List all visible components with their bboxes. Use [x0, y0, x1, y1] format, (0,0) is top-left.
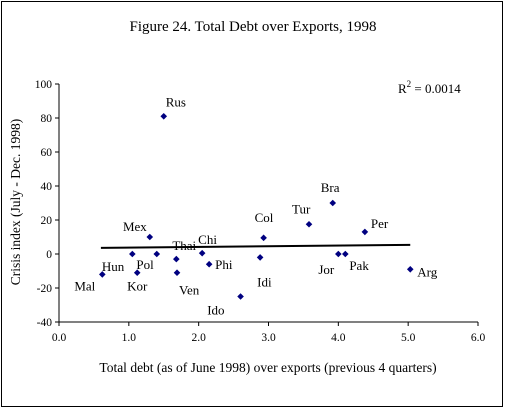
- point-label-mal: Mal: [74, 278, 95, 293]
- point-label-pak: Pak: [349, 258, 369, 273]
- point-label-hun: Hun: [102, 259, 125, 274]
- y-tick-label: 40: [41, 181, 53, 193]
- data-point-thai: [173, 255, 180, 263]
- x-tick-labels: 0.0 1.0 2.0 3.0 4.0 5.0 6.0: [52, 332, 486, 344]
- data-point-hun: [129, 250, 136, 258]
- trendline: [100, 243, 411, 249]
- x-tick-label: 6.0: [471, 332, 486, 344]
- data-point-rus: [160, 113, 168, 120]
- point-label-rus: Rus: [166, 94, 186, 109]
- y-tick-labels: -40 -20 0 20 40 60 80 100: [35, 79, 53, 329]
- r-squared-symbol: R: [398, 81, 407, 96]
- x-axis-ticks: [58, 322, 479, 326]
- point-label-tur: Tur: [292, 201, 311, 216]
- x-tick-label: 3.0: [261, 332, 276, 344]
- y-tick-label: 20: [41, 215, 53, 227]
- x-tick-label: 0.0: [52, 332, 67, 344]
- data-point-pol: [153, 250, 161, 258]
- point-label-phi: Phi: [215, 257, 233, 272]
- data-point-kor: [133, 269, 141, 276]
- point-label-per: Per: [371, 216, 389, 231]
- data-point-phi: [205, 260, 213, 268]
- point-label-pol: Pol: [136, 257, 154, 272]
- point-label-idi: Idi: [257, 274, 272, 289]
- r-squared-superscript: 2: [407, 79, 412, 89]
- y-tick-label: -40: [37, 317, 53, 329]
- data-point-pak: [342, 250, 349, 258]
- data-point-idi: [256, 254, 264, 261]
- data-point-jor: [335, 250, 342, 258]
- y-axis-label: Crisis index (July - Dec. 1998): [8, 119, 23, 285]
- r-squared-value: = 0.0014: [411, 81, 461, 96]
- point-label-ido: Ido: [207, 303, 224, 318]
- data-point-mex: [146, 233, 154, 241]
- y-tick-label: -20: [37, 283, 53, 295]
- y-axis-ticks: [55, 83, 59, 323]
- chart-title: Figure 24. Total Debt over Exports, 1998: [130, 19, 377, 35]
- data-point-chi: [198, 249, 206, 257]
- data-point-ven: [173, 269, 181, 276]
- r-squared-annotation: R2 = 0.0014: [398, 79, 461, 96]
- point-label-arg: Arg: [417, 264, 437, 279]
- x-tick-label: 1.0: [122, 332, 137, 344]
- y-tick-label: 0: [46, 249, 52, 261]
- point-label-kor: Kor: [127, 279, 148, 294]
- data-point-mal: [98, 271, 106, 278]
- x-axis-label: Total debt (as of June 1998) over export…: [99, 360, 436, 375]
- x-tick-label: 4.0: [331, 332, 346, 344]
- data-point-ido: [237, 293, 244, 300]
- point-label-jor: Jor: [318, 262, 335, 277]
- y-tick-label: 80: [41, 113, 53, 125]
- y-tick-label: 100: [35, 79, 53, 91]
- x-tick-label: 2.0: [191, 332, 206, 344]
- data-point-col: [260, 234, 267, 242]
- point-label-chi: Chi: [198, 232, 217, 247]
- point-label-thai: Thai: [172, 238, 196, 253]
- x-tick-label: 5.0: [401, 332, 416, 344]
- point-label-mex: Mex: [123, 219, 147, 234]
- point-label-col: Col: [255, 210, 274, 225]
- data-point-bra: [329, 199, 337, 207]
- point-label-ven: Ven: [179, 283, 200, 298]
- data-point-per: [361, 228, 369, 236]
- data-point-tur: [305, 220, 313, 228]
- y-tick-label: 60: [41, 147, 53, 159]
- data-points: [98, 113, 414, 300]
- point-label-bra: Bra: [321, 180, 340, 195]
- data-point-arg: [406, 266, 414, 273]
